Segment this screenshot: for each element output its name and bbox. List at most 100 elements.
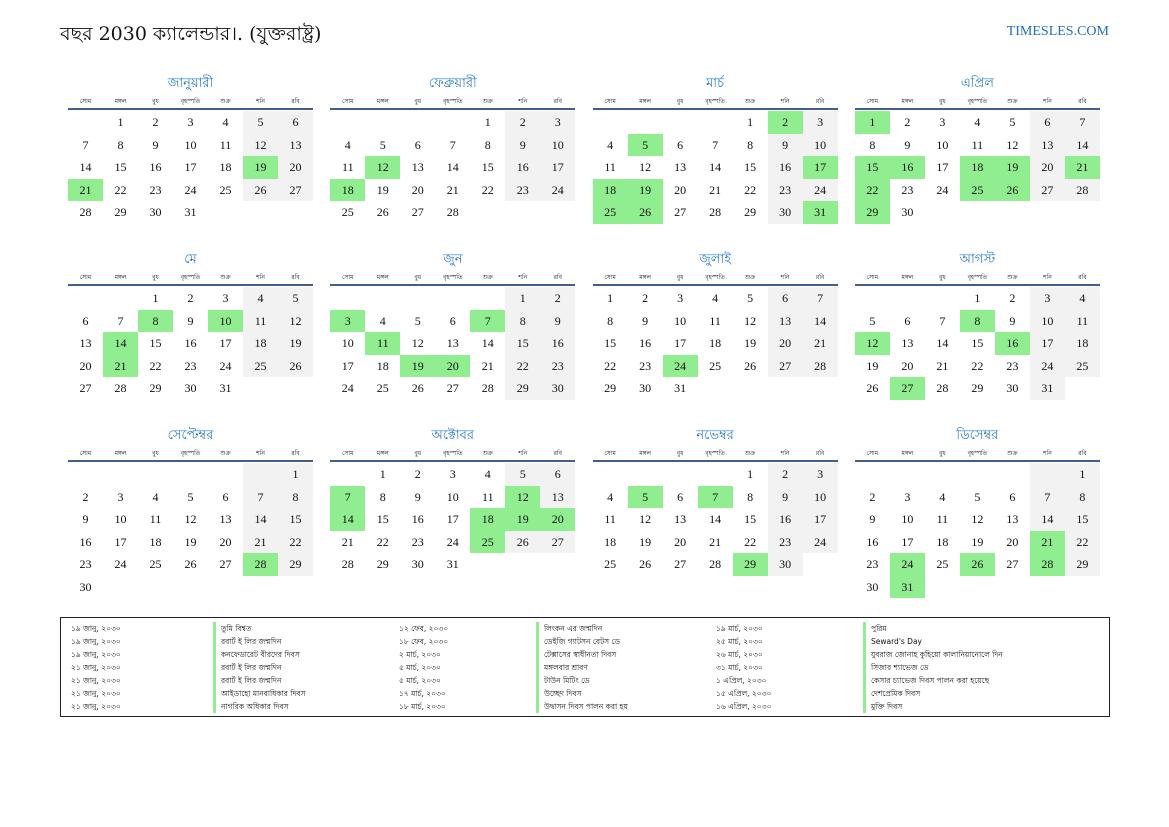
day-cell[interactable]: 15 [971,336,984,350]
day-cell[interactable]: 26 [639,557,652,571]
day-cell[interactable]: 17 [674,336,687,350]
day-cell[interactable]: 5 [1009,115,1016,129]
holiday-day[interactable]: 11 [365,332,401,355]
day-cell[interactable]: 5 [869,313,876,328]
holiday-day[interactable]: 26 [959,553,995,576]
day-cell[interactable]: 13 [79,336,92,350]
day-cell[interactable]: 19 [376,182,389,197]
day-cell[interactable]: 26 [505,530,541,553]
day-cell[interactable]: 30 [901,205,914,219]
day-cell[interactable]: 10 [802,485,838,508]
day-cell[interactable]: 10 [114,512,127,526]
day-cell[interactable]: 29 [971,381,984,395]
day-cell[interactable]: 27 [446,381,459,395]
day-cell[interactable]: 25 [376,381,389,395]
day-cell[interactable]: 5 [414,313,421,328]
day-cell[interactable]: 9 [505,133,541,156]
day-cell[interactable]: 19 [971,534,984,549]
holiday-day[interactable]: 18 [592,178,628,201]
day-cell[interactable]: 28 [1064,178,1100,201]
holiday-day[interactable]: 24 [662,354,698,377]
day-cell[interactable]: 24 [184,182,197,197]
day-cell[interactable]: 15 [376,512,389,526]
day-cell[interactable]: 23 [767,530,803,553]
day-cell[interactable]: 14 [446,160,459,174]
day-cell[interactable]: 16 [505,156,541,179]
day-cell[interactable]: 17 [802,508,838,531]
day-cell[interactable]: 3 [187,115,194,129]
day-cell[interactable]: 29 [376,557,389,571]
day-cell[interactable]: 23 [505,178,541,201]
day-cell[interactable]: 17 [936,160,949,174]
day-cell[interactable]: 20 [411,182,424,197]
day-cell[interactable]: 20 [219,534,232,549]
day-cell[interactable]: 19 [866,358,879,373]
day-cell[interactable]: 25 [243,354,278,377]
day-cell[interactable]: 15 [744,160,757,174]
day-cell[interactable]: 17 [1029,332,1065,355]
holiday-day[interactable]: 14 [103,332,138,355]
day-cell[interactable]: 1 [278,463,313,486]
day-cell[interactable]: 15 [278,508,313,531]
day-cell[interactable]: 28 [114,381,127,395]
day-cell[interactable]: 1 [505,287,541,310]
day-cell[interactable]: 28 [802,354,838,377]
day-cell[interactable]: 7 [939,313,946,328]
day-cell[interactable]: 23 [184,358,197,373]
day-cell[interactable]: 19 [278,332,313,355]
day-cell[interactable]: 1 [974,291,981,305]
day-cell[interactable]: 30 [411,557,424,571]
day-cell[interactable]: 12 [744,313,757,328]
day-cell[interactable]: 6 [1009,489,1016,504]
day-cell[interactable]: 20 [1029,156,1065,179]
day-cell[interactable]: 11 [604,160,616,174]
day-cell[interactable]: 14 [481,336,494,350]
holiday-day[interactable]: 19 [627,178,663,201]
day-cell[interactable]: 8 [278,485,313,508]
day-cell[interactable]: 21 [936,358,949,373]
day-cell[interactable]: 26 [278,354,313,377]
day-cell[interactable]: 6 [82,313,89,328]
holiday-day[interactable]: 18 [959,156,995,179]
day-cell[interactable]: 30 [79,579,92,594]
day-cell[interactable]: 9 [187,313,194,328]
holiday-day[interactable]: 26 [627,201,663,224]
day-cell[interactable]: 9 [540,309,576,332]
day-cell[interactable]: 15 [114,160,127,174]
day-cell[interactable]: 24 [114,557,127,571]
day-cell[interactable]: 26 [866,381,879,395]
day-cell[interactable]: 2 [767,463,803,486]
day-cell[interactable]: 4 [939,489,946,504]
day-cell[interactable]: 28 [341,557,354,571]
day-cell[interactable]: 4 [222,115,229,129]
day-cell[interactable]: 12 [243,133,278,156]
holiday-day[interactable]: 21 [1029,530,1065,553]
holiday-day[interactable]: 29 [732,553,768,576]
day-cell[interactable]: 26 [376,205,389,219]
day-cell[interactable]: 23 [639,358,652,373]
day-cell[interactable]: 2 [904,115,911,129]
day-cell[interactable]: 10 [1029,309,1065,332]
day-cell[interactable]: 24 [936,182,949,197]
day-cell[interactable]: 24 [446,534,459,549]
day-cell[interactable]: 3 [904,489,911,504]
day-cell[interactable]: 13 [674,512,687,526]
day-cell[interactable]: 15 [481,160,494,174]
day-cell[interactable]: 3 [1029,287,1065,310]
day-cell[interactable]: 13 [278,133,313,156]
holiday-day[interactable]: 5 [627,133,663,156]
day-cell[interactable]: 2 [1009,291,1016,305]
day-cell[interactable]: 3 [222,291,229,305]
day-cell[interactable]: 4 [379,313,386,328]
day-cell[interactable]: 21 [481,358,494,373]
day-cell[interactable]: 16 [866,534,879,549]
day-cell[interactable]: 20 [674,534,687,549]
day-cell[interactable]: 15 [149,336,162,350]
day-cell[interactable]: 8 [379,489,386,504]
holiday-day[interactable]: 21 [103,354,138,377]
day-cell[interactable]: 14 [709,512,722,526]
day-cell[interactable]: 10 [674,313,687,328]
day-cell[interactable]: 18 [604,534,617,549]
day-cell[interactable]: 22 [604,358,617,373]
day-cell[interactable]: 9 [82,512,89,526]
